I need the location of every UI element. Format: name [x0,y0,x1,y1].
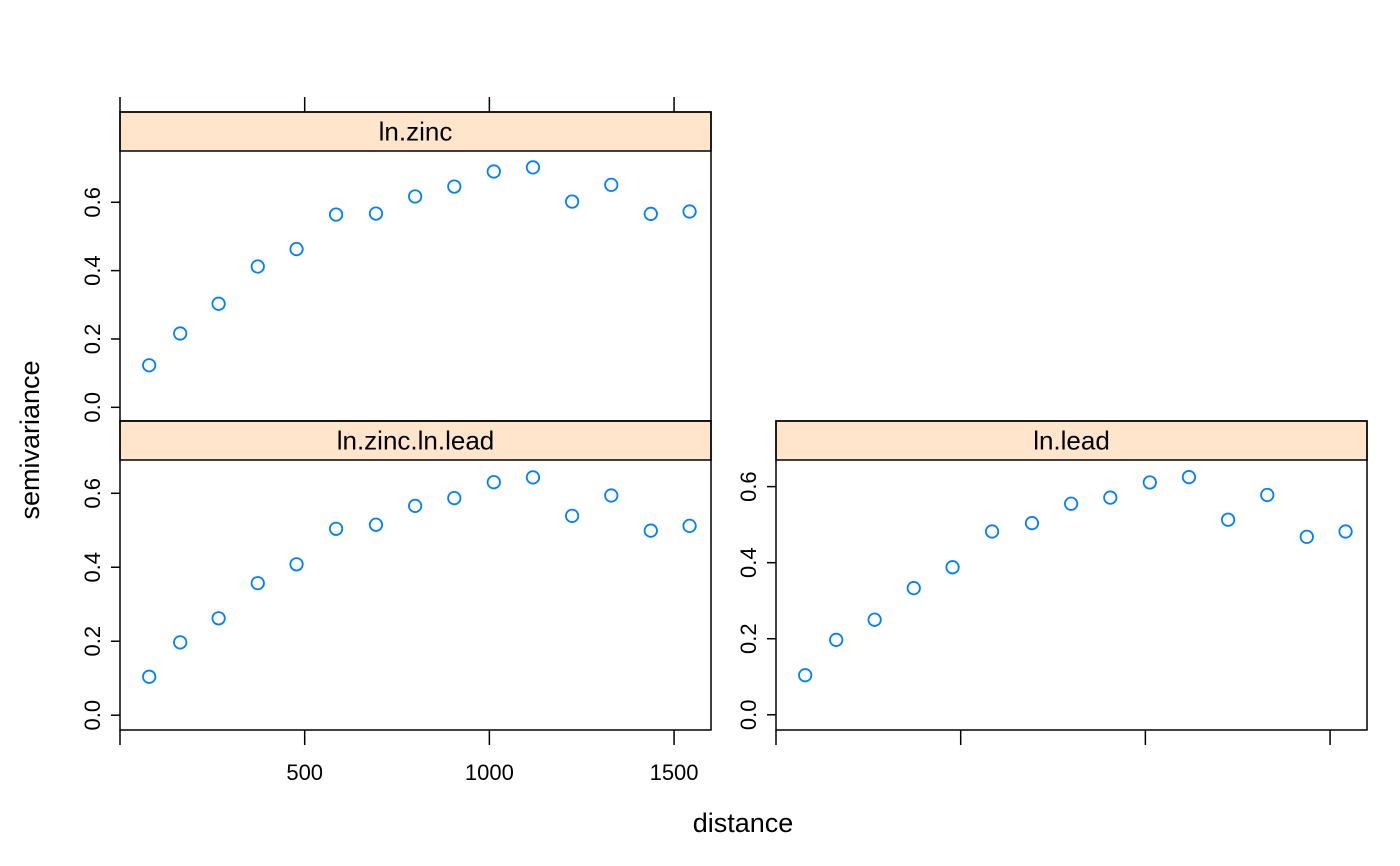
data-point [1338,524,1353,539]
y-tick-label: 0.4 [736,547,761,578]
data-point [1181,470,1197,485]
data-point [565,508,580,523]
data-point [984,524,1000,539]
data-point [211,611,226,626]
data-point [408,189,423,204]
data-point [173,635,188,650]
data-point [173,326,188,341]
y-tick-label: 0.6 [736,471,761,502]
panel-strip-label: ln.lead [1033,426,1110,456]
y-tick-label: 0.2 [736,623,761,654]
y-tick-label: 0.4 [80,255,105,286]
data-point [368,206,384,221]
data-point [565,194,580,209]
data-point [447,490,462,506]
data-point [1142,475,1157,490]
panel-ln-zinc: ln.zinc 0.0 0.2 0.4 0.6 [80,97,712,423]
data-point [525,470,541,485]
data-point [525,160,541,175]
panel-ln-zinc-ln-lead: ln.zinc.ln.lead 0.0 0.2 0.4 0.6 500 1000 1500 [80,420,712,785]
data-point [328,521,344,536]
data-point [682,204,697,219]
y-tick-label: 0.0 [80,392,105,423]
data-point [447,179,462,194]
y-tick-label: 0.6 [80,478,105,509]
data-point [1260,487,1275,503]
y-tick-label: 0.4 [80,552,105,583]
y-axis-label: semivariance [15,360,45,519]
panel-strip-label: ln.zinc [379,117,453,147]
data-point [211,296,226,311]
data-point [604,177,619,192]
x-tick-label: 1500 [650,760,699,785]
data-point [328,207,344,222]
data-point [829,632,844,647]
data-point [289,241,304,257]
panel-strip [119,420,712,461]
y-tick-label: 0.0 [80,700,105,731]
panel-strip-label: ln.zinc.ln.lead [337,426,495,456]
data-point [486,475,501,490]
panel-frame [119,111,712,422]
x-axis-label: distance [693,808,794,838]
data-point [643,523,658,538]
data-point [142,358,157,373]
x-tick-label: 1000 [465,760,514,785]
panel-strip [775,420,1368,461]
data-point [1103,490,1118,505]
y-tick-label: 0.2 [80,626,105,657]
data-point [408,498,423,513]
data-point [906,581,921,596]
panel-frame [119,420,712,731]
y-tick-label: 0.0 [736,699,761,730]
data-point [1299,529,1314,544]
panel-strip [119,111,712,152]
data-point [945,560,960,575]
data-point [1024,516,1040,531]
data-point [486,164,501,179]
y-tick-label: 0.6 [80,187,105,218]
data-point [643,206,658,221]
data-point [250,259,265,274]
x-tick-label: 500 [286,760,323,785]
data-point [1221,512,1236,527]
panel-frame [775,420,1368,731]
data-point [798,668,813,683]
data-point [368,517,384,532]
data-point [250,576,265,591]
data-point [867,612,882,627]
data-point [682,518,697,533]
data-point [1064,496,1079,511]
data-point [289,557,304,572]
y-tick-label: 0.2 [80,324,105,355]
data-point [142,669,157,684]
panel-ln-lead: ln.lead 0.0 0.2 0.4 0.6 [736,420,1368,745]
panels-group: ln.zinc 0.0 0.2 0.4 0.6 ln.zinc.ln.lead 0.0 0.2… [80,97,1368,785]
data-point [604,488,619,503]
